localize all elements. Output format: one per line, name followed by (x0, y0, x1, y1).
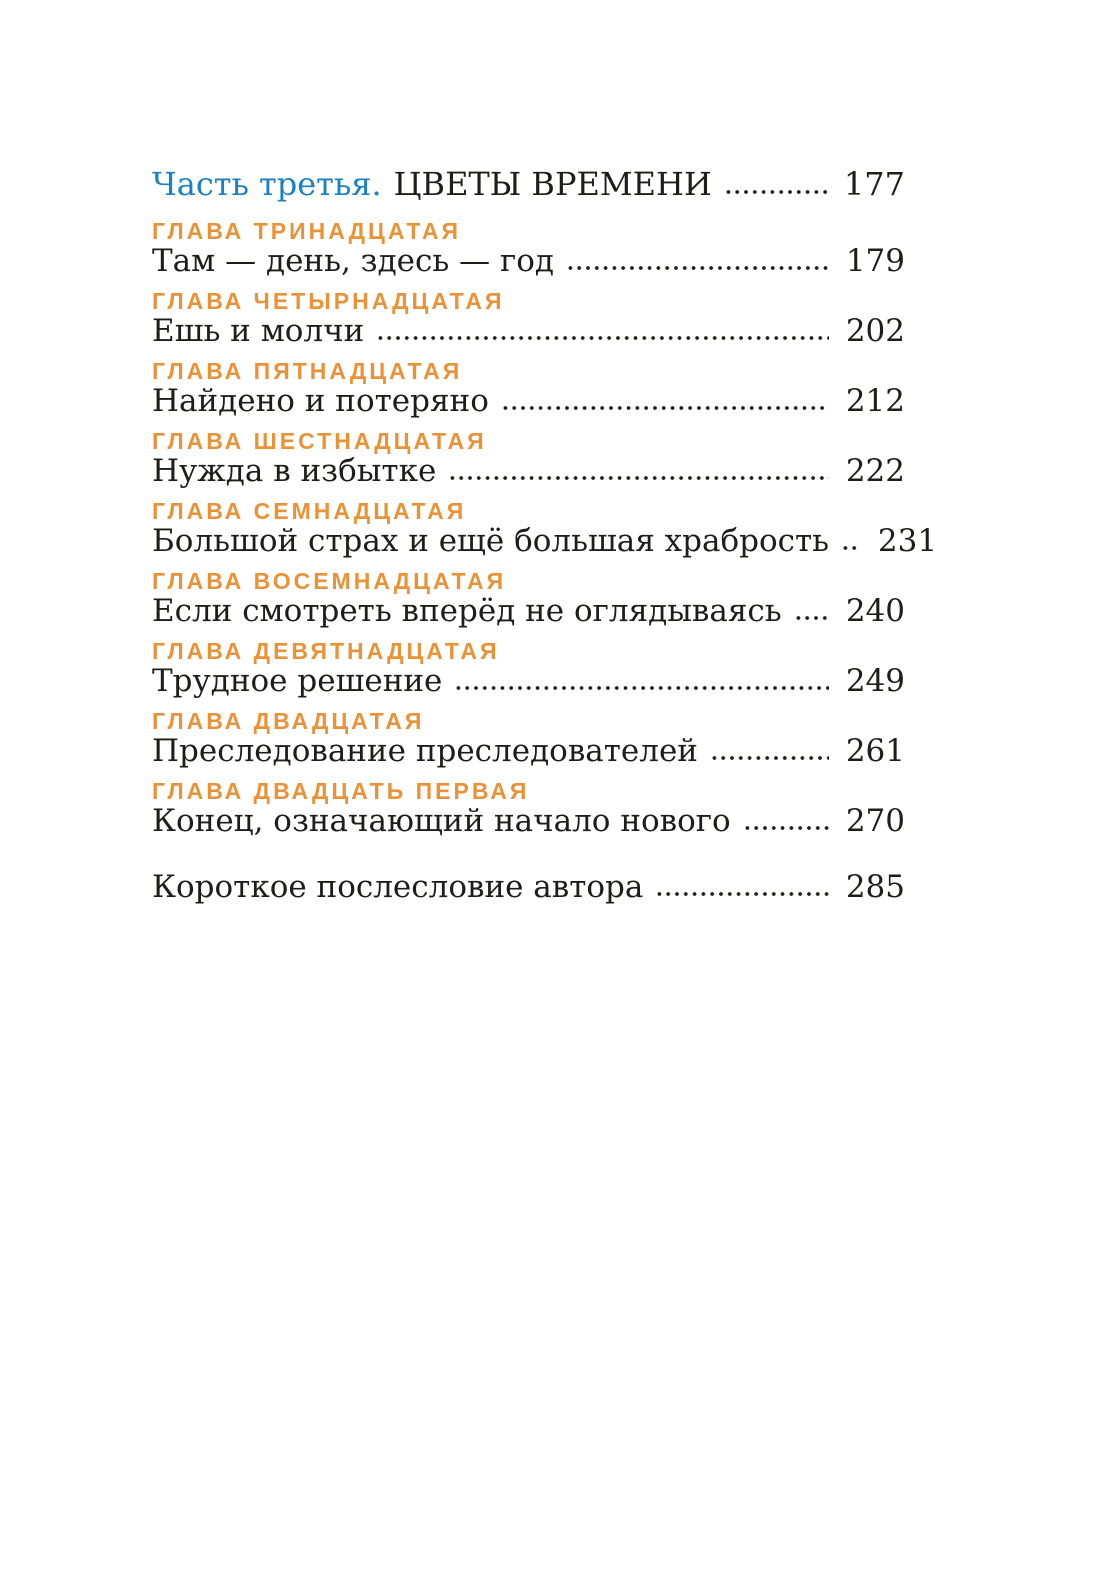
toc-chapter: ГЛАВА ЧЕТЫРНАДЦАТАЯ Ешь и молчи 202 (152, 288, 905, 348)
page-number: 177 (843, 165, 905, 203)
toc-chapter: ГЛАВА ДВАДЦАТЬ ПЕРВАЯ Конец, означающий … (152, 778, 905, 838)
dot-leader (841, 545, 862, 551)
dot-leader (448, 475, 829, 481)
toc-chapter: ГЛАВА ВОСЕМНАДЦАТАЯ Если смотреть вперёд… (152, 568, 905, 628)
chapter-title: Там — день, здесь — год (152, 243, 554, 279)
chapter-title: Ешь и молчи (152, 313, 365, 349)
toc-chapter: ГЛАВА ТРИНАДЦАТАЯ Там — день, здесь — го… (152, 218, 905, 278)
chapter-title: Конец, означающий начало нового (152, 803, 731, 839)
part-label: Часть третья. (152, 165, 382, 203)
dot-leader (454, 685, 829, 691)
part-title: ЦВЕТЫ ВРЕМЕНИ (393, 165, 712, 203)
dot-leader (742, 825, 829, 831)
chapter-heading: ГЛАВА ДВАДЦАТАЯ (152, 708, 425, 734)
dot-leader (793, 615, 829, 621)
page-number: 231 (877, 523, 938, 559)
page-number: 270 (845, 803, 905, 839)
toc-entry-row: Большой страх и ещё большая храбрость 23… (152, 523, 937, 559)
page-number: 202 (845, 313, 905, 349)
chapter-heading: ГЛАВА ВОСЕМНАДЦАТАЯ (152, 568, 507, 594)
chapter-title: Преследование преследователей (152, 733, 698, 769)
toc-chapter: ГЛАВА СЕМНАДЦАТАЯ Большой страх и ещё бо… (152, 498, 937, 559)
chapter-heading: ГЛАВА ПЯТНАДЦАТАЯ (152, 358, 463, 384)
dot-leader (723, 189, 829, 195)
page-number: 222 (845, 453, 905, 489)
toc-chapter: ГЛАВА ДВАДЦАТАЯ Преследование преследова… (152, 708, 905, 768)
dot-leader (376, 335, 829, 341)
toc-afterword-row: Короткое послесловие автора 285 (152, 870, 905, 904)
toc-entry-row: Там — день, здесь — год 179 (152, 244, 905, 278)
page-number: 261 (845, 733, 905, 769)
toc-entry-row: Ешь и молчи 202 (152, 314, 905, 348)
toc-part-row: Часть третья. ЦВЕТЫ ВРЕМЕНИ 177 (152, 166, 905, 202)
dot-leader (655, 891, 829, 897)
chapter-title: Нужда в избытке (152, 453, 437, 489)
chapter-heading: ГЛАВА ДВАДЦАТЬ ПЕРВАЯ (152, 778, 530, 804)
page-number: 240 (845, 593, 905, 629)
toc-entry-row: Трудное решение 249 (152, 664, 905, 698)
chapter-title: Найдено и потеряно (152, 383, 489, 419)
page-number: 212 (845, 383, 905, 419)
chapter-heading: ГЛАВА ШЕСТНАДЦАТАЯ (152, 428, 487, 454)
toc-entry-row: Найдено и потеряно 212 (152, 384, 905, 418)
page-number: 285 (845, 869, 905, 905)
chapter-heading: ГЛАВА ЧЕТЫРНАДЦАТАЯ (152, 288, 505, 314)
page-number: 179 (845, 243, 905, 279)
dot-leader (500, 405, 829, 411)
dot-leader (709, 755, 829, 761)
chapter-title: Если смотреть вперёд не оглядываясь (152, 593, 782, 629)
page-number: 249 (845, 663, 905, 699)
chapter-heading: ГЛАВА ДЕВЯТНАДЦАТАЯ (152, 638, 500, 664)
toc-chapter: ГЛАВА ШЕСТНАДЦАТАЯ Нужда в избытке 222 (152, 428, 905, 488)
chapter-title: Трудное решение (152, 663, 443, 699)
toc-chapter: ГЛАВА ДЕВЯТНАДЦАТАЯ Трудное решение 249 (152, 638, 905, 698)
toc-entry-row: Конец, означающий начало нового 270 (152, 804, 905, 838)
dot-leader (565, 265, 829, 271)
toc-chapter: ГЛАВА ПЯТНАДЦАТАЯ Найдено и потеряно 212 (152, 358, 905, 418)
toc-entry-row: Преследование преследователей 261 (152, 734, 905, 768)
chapter-heading: ГЛАВА СЕМНАДЦАТАЯ (152, 498, 467, 524)
afterword-title: Короткое послесловие автора (152, 869, 644, 905)
part-entry: Часть третья. ЦВЕТЫ ВРЕМЕНИ (152, 166, 712, 202)
toc-entry-row: Нужда в избытке 222 (152, 454, 905, 488)
chapter-heading: ГЛАВА ТРИНАДЦАТАЯ (152, 218, 462, 244)
toc-entry-row: Если смотреть вперёд не оглядываясь 240 (152, 594, 905, 628)
chapter-title: Большой страх и ещё большая храбрость (152, 523, 830, 559)
